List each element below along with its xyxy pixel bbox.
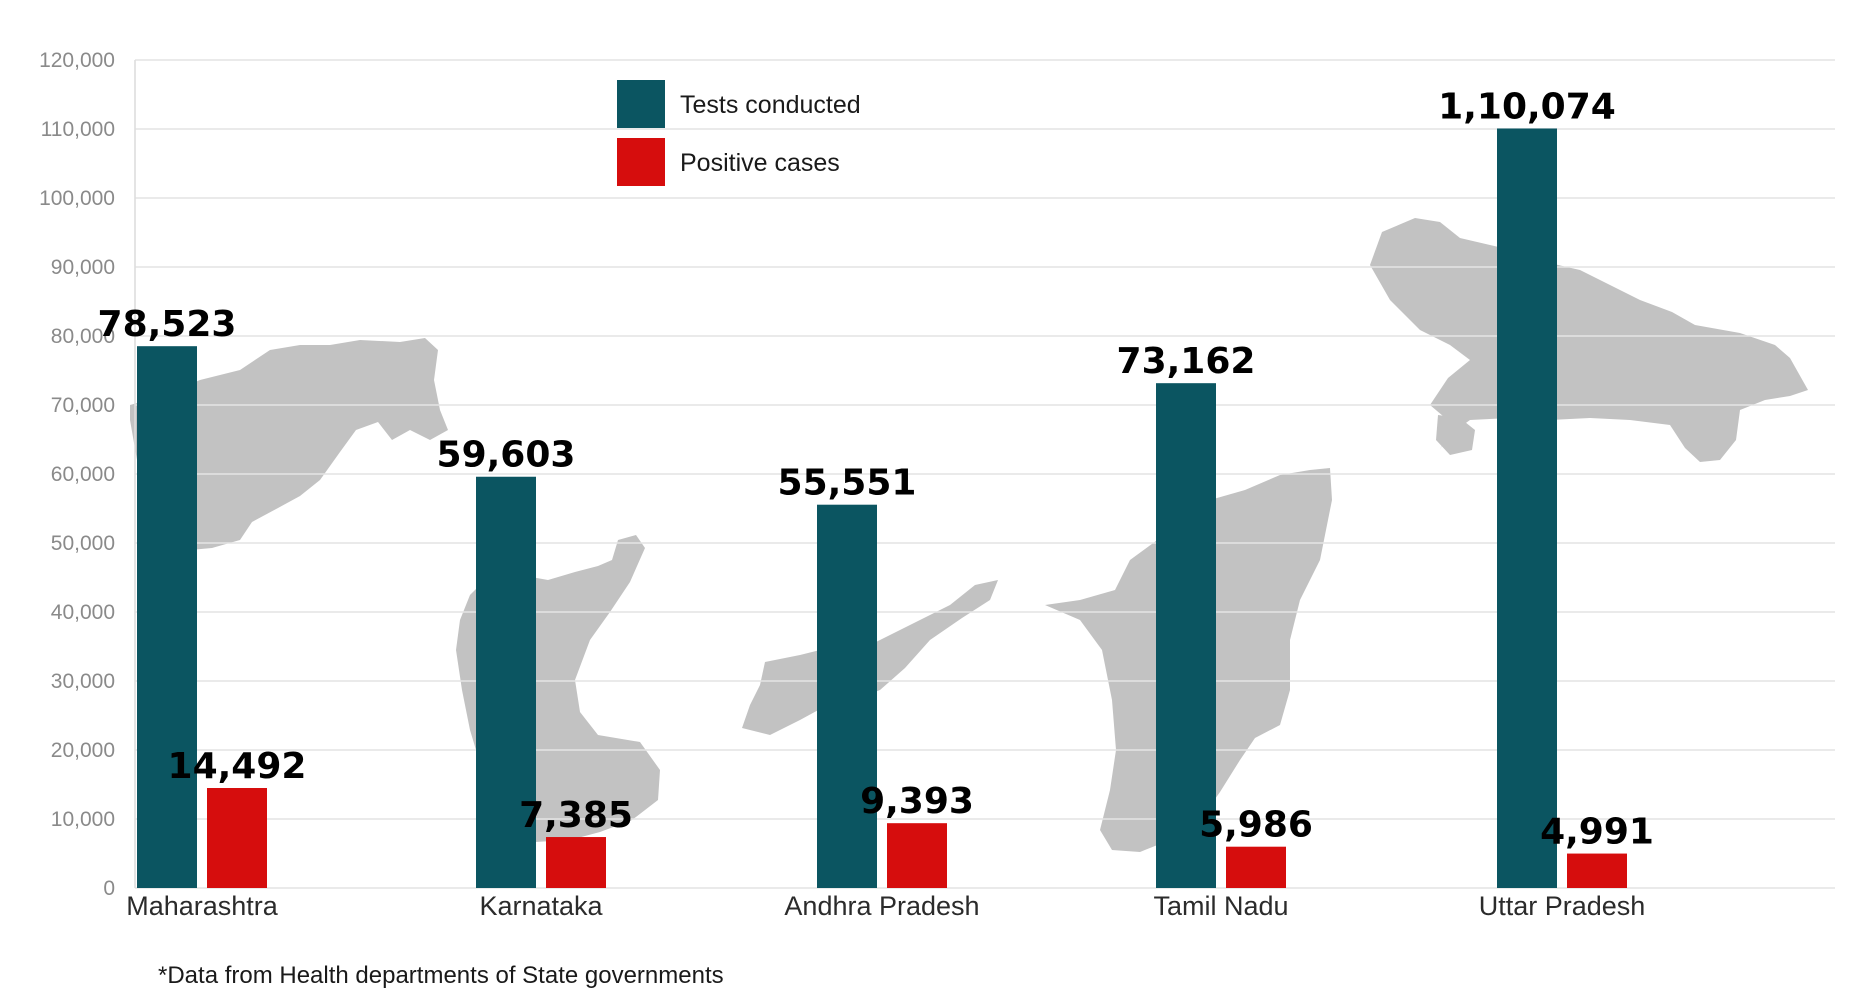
positive-bar: [1567, 853, 1627, 888]
tests-bar: [476, 476, 536, 888]
legend-swatch: [617, 80, 665, 128]
y-tick-labels: 0 10,000 20,000 30,000 40,000 50,000 60,000 70,…: [39, 49, 115, 900]
y-tick-label: 120,000: [39, 49, 115, 72]
legend-label: Positive cases: [680, 149, 840, 177]
legend: Tests conducted Positive cases: [617, 80, 861, 186]
x-tick-label: Maharashtra: [126, 891, 279, 921]
tests-bar: [817, 504, 877, 888]
tests-bar: [1497, 128, 1557, 889]
tests-bar: [1156, 383, 1216, 888]
tests-value-label: 55,551: [778, 463, 917, 504]
tests-value-label: 1,10,074: [1438, 86, 1616, 127]
positive-bar: [887, 823, 947, 888]
y-tick-label: 70,000: [51, 394, 115, 417]
x-tick-label: Karnataka: [479, 891, 603, 921]
y-tick-label: 100,000: [39, 187, 115, 210]
y-tick-label: 40,000: [51, 601, 115, 624]
y-tick-label: 20,000: [51, 739, 115, 762]
data-labels: 78,523 14,492 59,603 7,385 55,551 9,393 73,162…: [98, 86, 1654, 852]
y-tick-label: 30,000: [51, 670, 115, 693]
y-tick-label: 0: [103, 877, 115, 900]
positive-value-label: 5,986: [1199, 805, 1313, 846]
positive-value-label: 7,385: [519, 795, 633, 836]
tests-bar: [137, 346, 197, 889]
y-tick-label: 110,000: [41, 118, 115, 141]
tests-value-label: 78,523: [98, 304, 237, 345]
maharashtra-map-icon: [130, 338, 448, 578]
footnote: *Data from Health departments of State g…: [158, 962, 724, 989]
y-tick-label: 50,000: [51, 532, 115, 555]
legend-label: Tests conducted: [680, 91, 861, 119]
uttar-pradesh-map-icon: [1436, 415, 1475, 455]
y-tick-label: 60,000: [51, 463, 115, 486]
positive-bar: [1226, 846, 1286, 888]
x-tick-label: Andhra Pradesh: [784, 891, 979, 921]
positive-bar: [207, 788, 267, 888]
y-tick-label: 80,000: [51, 325, 115, 348]
uttar-pradesh-map-icon: [1370, 218, 1808, 462]
positive-value-label: 4,991: [1540, 812, 1654, 853]
positive-bar: [546, 837, 606, 888]
y-tick-label: 10,000: [51, 808, 115, 831]
bars: [137, 128, 1627, 889]
positive-value-label: 14,492: [168, 746, 307, 787]
y-tick-label: 90,000: [51, 256, 115, 279]
tests-value-label: 73,162: [1117, 341, 1256, 382]
legend-swatch: [617, 138, 665, 186]
tests-value-label: 59,603: [437, 435, 576, 476]
x-tick-label: Uttar Pradesh: [1479, 891, 1646, 921]
x-tick-label: Tamil Nadu: [1153, 891, 1288, 921]
positive-value-label: 9,393: [860, 781, 974, 822]
y-gridlines: [135, 59, 1835, 889]
x-tick-labels: Maharashtra Karnataka Andhra Pradesh Tamil …: [126, 891, 1645, 921]
